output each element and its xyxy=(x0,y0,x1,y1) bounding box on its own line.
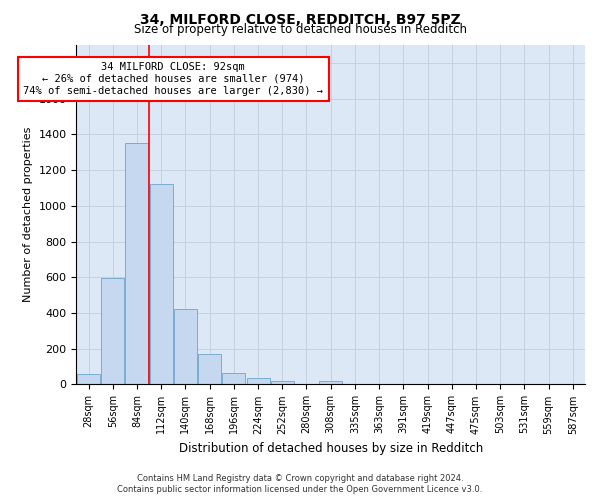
Text: Size of property relative to detached houses in Redditch: Size of property relative to detached ho… xyxy=(133,22,467,36)
Bar xyxy=(125,144,148,384)
Bar xyxy=(174,308,197,384)
Y-axis label: Number of detached properties: Number of detached properties xyxy=(23,127,33,302)
X-axis label: Distribution of detached houses by size in Redditch: Distribution of detached houses by size … xyxy=(179,442,483,455)
Bar xyxy=(247,378,269,384)
Bar xyxy=(223,374,245,384)
Bar xyxy=(149,184,173,384)
Bar xyxy=(319,381,342,384)
Bar xyxy=(77,374,100,384)
Text: 34, MILFORD CLOSE, REDDITCH, B97 5PZ: 34, MILFORD CLOSE, REDDITCH, B97 5PZ xyxy=(140,12,460,26)
Text: Contains HM Land Registry data © Crown copyright and database right 2024.
Contai: Contains HM Land Registry data © Crown c… xyxy=(118,474,482,494)
Bar xyxy=(198,354,221,384)
Text: 34 MILFORD CLOSE: 92sqm
← 26% of detached houses are smaller (974)
74% of semi-d: 34 MILFORD CLOSE: 92sqm ← 26% of detache… xyxy=(23,62,323,96)
Bar xyxy=(271,381,294,384)
Bar xyxy=(101,278,124,384)
